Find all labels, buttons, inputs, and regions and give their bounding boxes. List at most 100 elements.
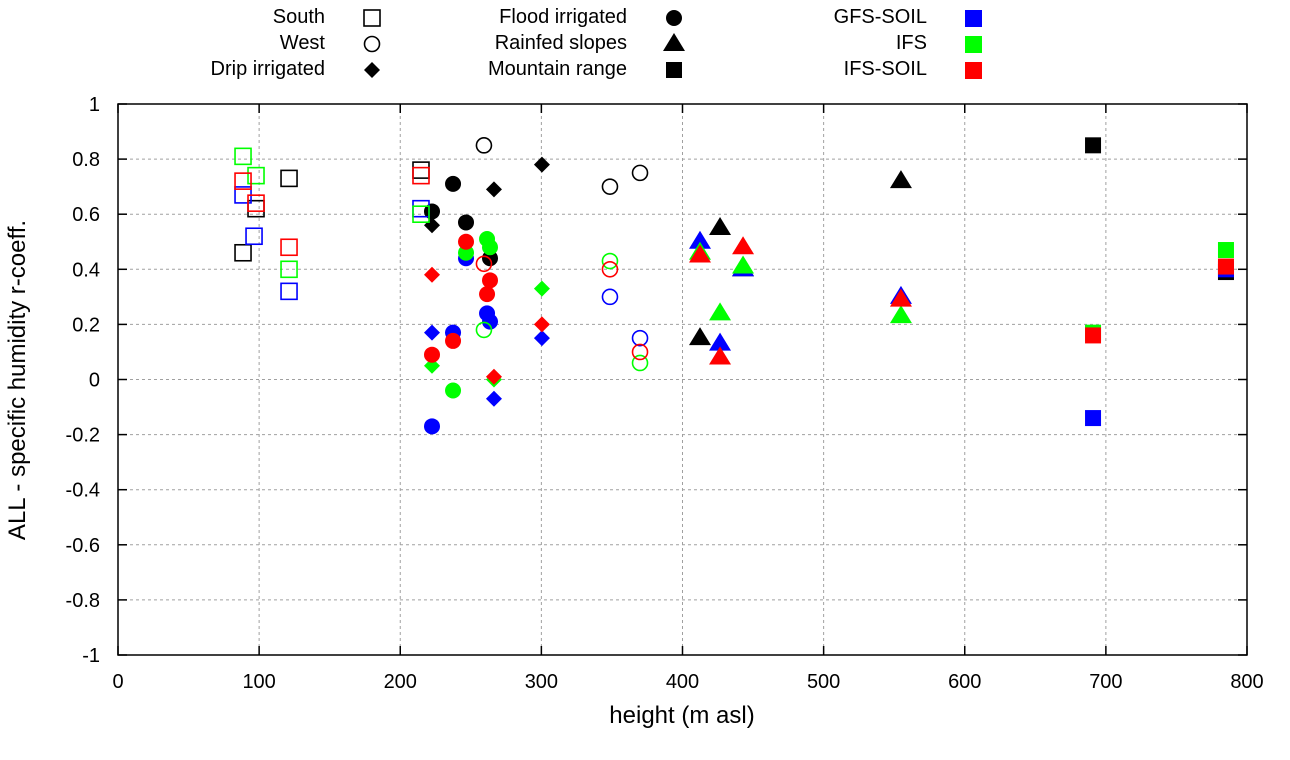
point-drip-irrigated-gfs-soil <box>485 390 502 407</box>
point-drip-irrigated-ifs-soil <box>485 368 502 385</box>
point-west-ifs-soil <box>475 255 493 273</box>
point-flood-irrigated-ifs <box>445 382 462 399</box>
x-axis-title: height (m asl) <box>609 702 754 729</box>
point-south-ifs <box>247 166 265 185</box>
point-flood-irrigated-ifs-soil <box>458 233 475 250</box>
point-west-gfs-soil <box>601 288 619 306</box>
legend-label: Mountain range <box>488 58 627 80</box>
legend-label: South <box>273 6 325 28</box>
point-mountain-range-ifs-soil <box>1217 258 1234 275</box>
point-drip-irrigated-obs <box>485 181 502 198</box>
legend-marker-south-icon <box>363 9 381 27</box>
legend-swatch-ifs-soil-icon <box>965 62 982 79</box>
y-tick-label: 0.4 <box>72 259 100 281</box>
x-tick-label: 0 <box>112 671 123 693</box>
point-west-ifs-soil <box>601 260 619 278</box>
legend-swatch-gfs-soil-icon <box>965 10 982 27</box>
point-rainfed-slopes-ifs-soil <box>688 244 711 263</box>
point-rainfed-slopes-obs <box>709 216 732 235</box>
y-axis-title: ALL - specific humidity r-coeff. <box>4 220 31 540</box>
point-rainfed-slopes-ifs-soil <box>889 288 912 307</box>
legend-marker-flood-irrigated-icon <box>666 10 682 26</box>
legend-label: Rainfed slopes <box>495 32 627 54</box>
y-tick-label: -0.4 <box>66 480 100 502</box>
legend-marker-drip-irrigated-icon <box>364 62 380 78</box>
point-west-ifs <box>475 321 493 339</box>
x-tick-label: 200 <box>384 671 417 693</box>
point-rainfed-slopes-ifs <box>709 302 732 321</box>
legend-label: Drip irrigated <box>211 58 325 80</box>
point-rainfed-slopes-gfs-soil <box>709 332 732 351</box>
point-south-obs <box>412 161 430 179</box>
point-south-ifs-soil <box>234 172 252 190</box>
x-tick-label: 400 <box>666 671 699 693</box>
point-rainfed-slopes-ifs <box>889 305 912 324</box>
legend-marker-rainfed-slopes-icon <box>663 33 685 51</box>
point-drip-irrigated-gfs-soil <box>533 330 550 347</box>
point-flood-irrigated-ifs-soil <box>479 286 496 303</box>
y-tick-label: 0 <box>89 370 100 392</box>
point-drip-irrigated-obs <box>533 156 550 173</box>
point-south-ifs <box>280 260 298 279</box>
point-drip-irrigated-ifs <box>533 280 550 297</box>
point-south-gfs-soil <box>245 227 263 246</box>
y-axis: 1 0.8 0.6 0.4 0.2 0 -0.2 -0.4 -0.6 -0.8 -1 <box>66 94 1247 667</box>
point-rainfed-slopes-obs <box>889 170 912 189</box>
point-flood-irrigated-ifs-soil <box>482 272 499 289</box>
x-axis: 0 100 200 300 400 500 600 700 800 <box>112 104 1264 693</box>
x-tick-label: 300 <box>525 671 558 693</box>
x-tick-label: 100 <box>242 671 275 693</box>
point-drip-irrigated-ifs-soil <box>424 266 441 283</box>
y-tick-label: 1 <box>89 94 100 116</box>
point-south-gfs-soil <box>280 282 298 301</box>
legend-swatch-ifs-icon <box>965 36 982 53</box>
y-tick-label: -0.2 <box>66 425 100 447</box>
point-drip-irrigated-ifs-soil <box>533 316 550 333</box>
y-tick-label: -0.6 <box>66 535 100 557</box>
point-south-obs <box>234 243 252 262</box>
legend-label: GFS-SOIL <box>834 6 927 28</box>
x-tick-label: 700 <box>1089 671 1122 693</box>
point-south-ifs-soil <box>412 166 430 185</box>
point-rainfed-slopes-ifs-soil <box>732 236 755 255</box>
point-rainfed-slopes-ifs <box>732 255 755 274</box>
point-flood-irrigated-ifs <box>458 244 475 261</box>
data-points <box>234 137 1234 435</box>
y-tick-label: 0.2 <box>72 314 100 336</box>
point-flood-irrigated-ifs-soil <box>445 332 462 349</box>
point-rainfed-slopes-gfs-soil <box>688 230 711 249</box>
point-west-gfs-soil <box>631 329 649 347</box>
legend-marker-mountain-range-icon <box>666 62 682 78</box>
point-west-obs <box>475 137 493 154</box>
point-flood-irrigated-gfs-soil <box>424 418 441 435</box>
point-mountain-range-gfs-soil <box>1085 410 1102 427</box>
legend-label: West <box>280 32 326 54</box>
point-flood-irrigated-gfs-soil <box>482 313 499 330</box>
legend: South West Drip irrigated Flood irrigated Ra… <box>211 6 982 80</box>
point-west-ifs-soil <box>631 343 649 361</box>
point-west-obs <box>631 164 649 182</box>
point-flood-irrigated-ifs <box>482 239 499 256</box>
point-south-ifs-soil <box>247 194 265 212</box>
point-mountain-range-obs <box>1085 137 1102 154</box>
point-drip-irrigated-gfs-soil <box>424 324 441 341</box>
x-tick-label: 500 <box>807 671 840 693</box>
point-flood-irrigated-obs <box>458 214 475 231</box>
point-flood-irrigated-obs <box>424 203 441 220</box>
point-west-ifs <box>631 354 649 372</box>
x-tick-label: 800 <box>1230 671 1263 693</box>
legend-marker-west-icon <box>363 35 381 53</box>
y-tick-label: 0.8 <box>72 149 100 171</box>
legend-label: IFS-SOIL <box>844 58 927 80</box>
point-rainfed-slopes-ifs-soil <box>709 346 732 365</box>
y-tick-label: -1 <box>82 645 100 667</box>
point-south-ifs <box>412 205 430 223</box>
point-west-ifs <box>601 252 619 270</box>
point-south-ifs-soil <box>280 238 298 257</box>
point-mountain-range-ifs <box>1217 242 1234 259</box>
point-south-obs <box>280 169 298 188</box>
point-rainfed-slopes-obs <box>688 327 711 346</box>
point-flood-irrigated-obs <box>445 175 462 192</box>
point-west-obs <box>601 178 619 195</box>
point-drip-irrigated-obs <box>424 217 441 234</box>
